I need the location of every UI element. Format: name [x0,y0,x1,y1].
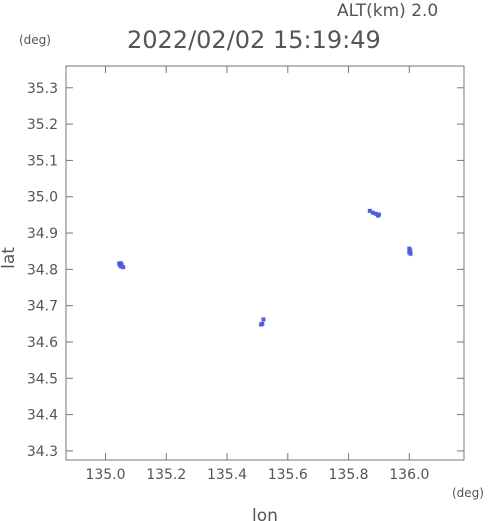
y-tick-label: 34.8 [27,262,58,278]
y-tick-label: 34.5 [27,371,58,387]
data-point [376,213,381,218]
y-tick-label: 34.4 [27,408,58,424]
x-axis-unit: (deg) [452,486,484,500]
y-axis-label: lat [0,247,19,269]
axis-ticks: 135.0 135.2 135.4 135.6 135.8 136.0 34.3 34.4 34… [27,66,464,483]
data-point [261,317,266,322]
x-axis-label: lon [252,506,278,521]
x-tick-label: 135.8 [329,467,369,483]
data-point [119,264,124,269]
data-point [373,211,378,216]
y-tick-label: 34.6 [27,335,58,351]
y-tick-label: 35.2 [27,117,58,133]
data-point [370,210,375,215]
plot-frame [65,65,465,461]
altitude-label: ALT(km) 2.0 [337,1,438,21]
x-tick-label: 136.0 [389,467,429,483]
x-tick-label: 135.0 [85,467,125,483]
y-tick-label: 35.0 [27,190,58,206]
y-tick-label: 34.9 [27,226,58,242]
x-tick-label: 135.2 [146,467,186,483]
y-tick-label: 35.1 [27,153,58,169]
y-axis-unit: (deg) [19,33,51,47]
data-point [367,208,372,213]
x-tick-label: 135.4 [207,467,247,483]
y-tick-label: 35.3 [27,81,58,97]
x-tick-label: 135.6 [268,467,308,483]
timestamp-title: 2022/02/02 15:19:49 [127,26,381,54]
data-point [260,321,265,326]
data-point [408,251,413,256]
y-tick-label: 34.7 [27,299,58,315]
y-tick-label: 34.3 [27,444,58,460]
data-points [117,208,413,327]
